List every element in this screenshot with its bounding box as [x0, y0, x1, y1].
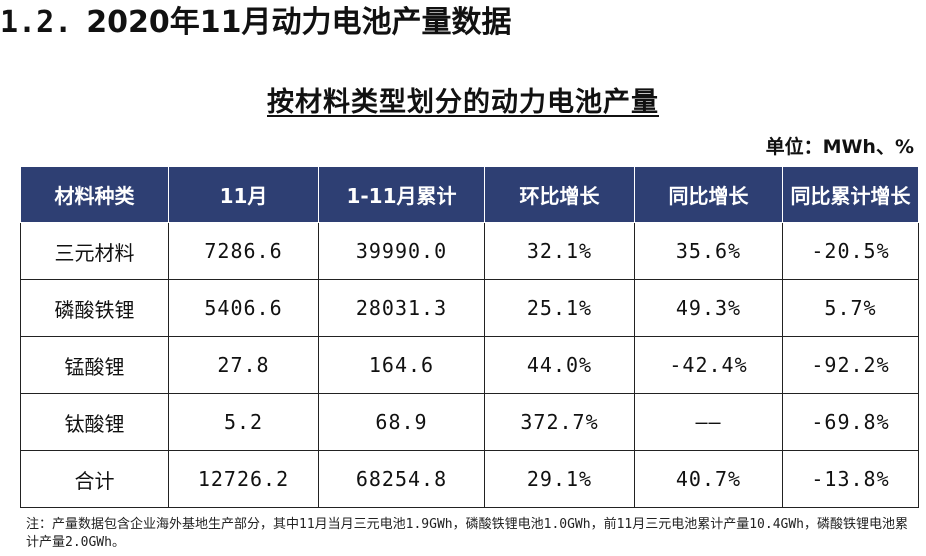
- cell-mom: 44.0%: [484, 336, 635, 394]
- cell-cumulative: 164.6: [318, 336, 485, 394]
- table-title: 按材料类型划分的动力电池产量: [0, 80, 926, 120]
- cell-cumulative: 68254.8: [318, 450, 485, 508]
- table-row: 钛酸锂 5.2 68.9 372.7% —— -69.8%: [20, 393, 919, 451]
- cell-material: 钛酸锂: [20, 393, 169, 451]
- section-number: 1.2.: [0, 5, 73, 40]
- table-row-total: 合计 12726.2 68254.8 29.1% 40.7% -13.8%: [20, 450, 919, 508]
- cell-cumulative: 28031.3: [318, 279, 485, 337]
- cell-cumulative: 68.9: [318, 393, 485, 451]
- header-yoy-cumulative-growth: 同比累计增长: [782, 166, 919, 223]
- cell-yoy: 49.3%: [634, 279, 783, 337]
- cell-yoy-cumulative: 5.7%: [782, 279, 919, 337]
- header-yoy-growth: 同比增长: [634, 166, 783, 223]
- unit-label: 单位：MWh、%: [765, 136, 914, 158]
- cell-november: 5.2: [168, 393, 319, 451]
- section-heading: 1.2. 2020年11月动力电池产量数据: [0, 2, 512, 44]
- header-mom-growth: 环比增长: [484, 166, 635, 223]
- cell-yoy-cumulative: -13.8%: [782, 450, 919, 508]
- cell-mom: 25.1%: [484, 279, 635, 337]
- table-title-text: 按材料类型划分的动力电池产量: [267, 87, 659, 118]
- cell-yoy: ——: [634, 393, 783, 451]
- cell-mom: 29.1%: [484, 450, 635, 508]
- cell-november: 5406.6: [168, 279, 319, 337]
- cell-yoy-cumulative: -69.8%: [782, 393, 919, 451]
- footnote: 注：产量数据包含企业海外基地生产部分，其中11月当月三元电池1.9GWh，磷酸铁…: [26, 517, 909, 550]
- cell-material: 锰酸锂: [20, 336, 169, 394]
- cell-material: 磷酸铁锂: [20, 279, 169, 337]
- cell-mom: 32.1%: [484, 222, 635, 280]
- cell-yoy-cumulative: -20.5%: [782, 222, 919, 280]
- cell-cumulative: 39990.0: [318, 222, 485, 280]
- table-row: 磷酸铁锂 5406.6 28031.3 25.1% 49.3% 5.7%: [20, 279, 919, 337]
- cell-mom: 372.7%: [484, 393, 635, 451]
- battery-output-table: 材料种类 11月 1-11月累计 环比增长 同比增长 同比累计增长 三元材料 7…: [20, 166, 919, 508]
- cell-november: 27.8: [168, 336, 319, 394]
- cell-november: 7286.6: [168, 222, 319, 280]
- cell-yoy-cumulative: -92.2%: [782, 336, 919, 394]
- cell-yoy: 35.6%: [634, 222, 783, 280]
- header-november: 11月: [168, 166, 319, 223]
- section-title: 2020年11月动力电池产量数据: [86, 5, 512, 40]
- table-row: 三元材料 7286.6 39990.0 32.1% 35.6% -20.5%: [20, 222, 919, 280]
- table-header-row: 材料种类 11月 1-11月累计 环比增长 同比增长 同比累计增长: [20, 166, 919, 223]
- cell-yoy: 40.7%: [634, 450, 783, 508]
- cell-material: 合计: [20, 450, 169, 508]
- cell-material: 三元材料: [20, 222, 169, 280]
- header-jan-nov-cumulative: 1-11月累计: [318, 166, 485, 223]
- table-row: 锰酸锂 27.8 164.6 44.0% -42.4% -92.2%: [20, 336, 919, 394]
- header-material-type: 材料种类: [20, 166, 169, 223]
- cell-yoy: -42.4%: [634, 336, 783, 394]
- cell-november: 12726.2: [168, 450, 319, 508]
